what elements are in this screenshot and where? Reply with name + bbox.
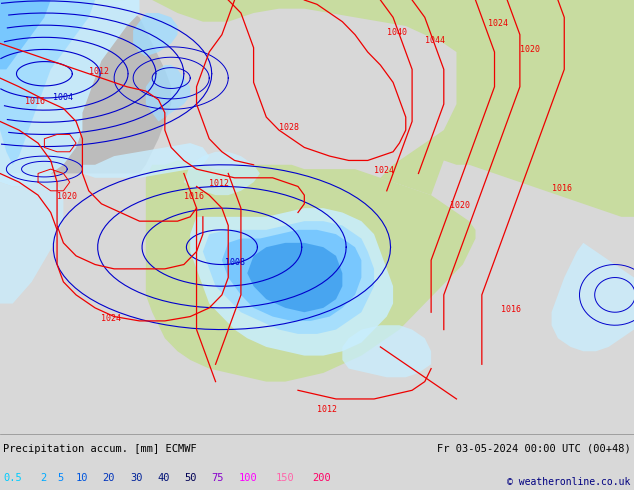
Polygon shape: [0, 4, 171, 173]
Polygon shape: [552, 243, 634, 351]
Polygon shape: [203, 221, 374, 334]
Text: 1040: 1040: [387, 28, 407, 37]
Polygon shape: [146, 160, 476, 382]
Text: 0.5: 0.5: [3, 473, 22, 483]
Polygon shape: [380, 52, 634, 217]
Polygon shape: [146, 65, 190, 122]
Text: 1044: 1044: [425, 36, 445, 46]
Text: 1016: 1016: [552, 184, 572, 193]
Polygon shape: [342, 325, 431, 377]
Polygon shape: [82, 143, 209, 178]
Text: 30: 30: [130, 473, 143, 483]
Polygon shape: [0, 0, 95, 165]
Polygon shape: [190, 208, 393, 356]
Text: 40: 40: [157, 473, 170, 483]
Text: 2: 2: [40, 473, 46, 483]
Text: 1016: 1016: [25, 97, 46, 106]
Text: 1028: 1028: [279, 123, 299, 132]
Text: 1024: 1024: [374, 167, 394, 175]
Text: Precipitation accum. [mm] ECMWF: Precipitation accum. [mm] ECMWF: [3, 444, 197, 454]
Text: 1020: 1020: [520, 45, 540, 54]
Polygon shape: [0, 0, 634, 199]
Text: 1020: 1020: [57, 193, 77, 201]
Text: 5: 5: [58, 473, 64, 483]
Text: 1016: 1016: [501, 305, 521, 314]
Text: 1012: 1012: [209, 179, 230, 189]
Text: 1008: 1008: [224, 258, 245, 267]
Text: 150: 150: [276, 473, 295, 483]
Polygon shape: [247, 243, 342, 312]
Text: 10: 10: [75, 473, 88, 483]
Text: 1024: 1024: [488, 19, 508, 28]
Text: 1024: 1024: [101, 314, 122, 323]
Text: 200: 200: [313, 473, 332, 483]
Text: 1020: 1020: [450, 201, 470, 210]
Text: 50: 50: [184, 473, 197, 483]
Text: 1012: 1012: [89, 67, 109, 76]
Polygon shape: [0, 0, 139, 187]
Polygon shape: [0, 173, 63, 304]
Text: 1004: 1004: [53, 93, 74, 102]
Text: 100: 100: [239, 473, 258, 483]
Polygon shape: [133, 13, 178, 56]
Text: Fr 03-05-2024 00:00 UTC (00+48): Fr 03-05-2024 00:00 UTC (00+48): [437, 444, 631, 454]
Polygon shape: [0, 0, 51, 78]
Polygon shape: [184, 152, 260, 195]
Text: © weatheronline.co.uk: © weatheronline.co.uk: [507, 477, 631, 487]
Text: 1016: 1016: [184, 193, 204, 201]
Text: 75: 75: [212, 473, 224, 483]
Text: 1012: 1012: [317, 405, 337, 414]
Polygon shape: [222, 230, 361, 321]
Text: 20: 20: [103, 473, 115, 483]
